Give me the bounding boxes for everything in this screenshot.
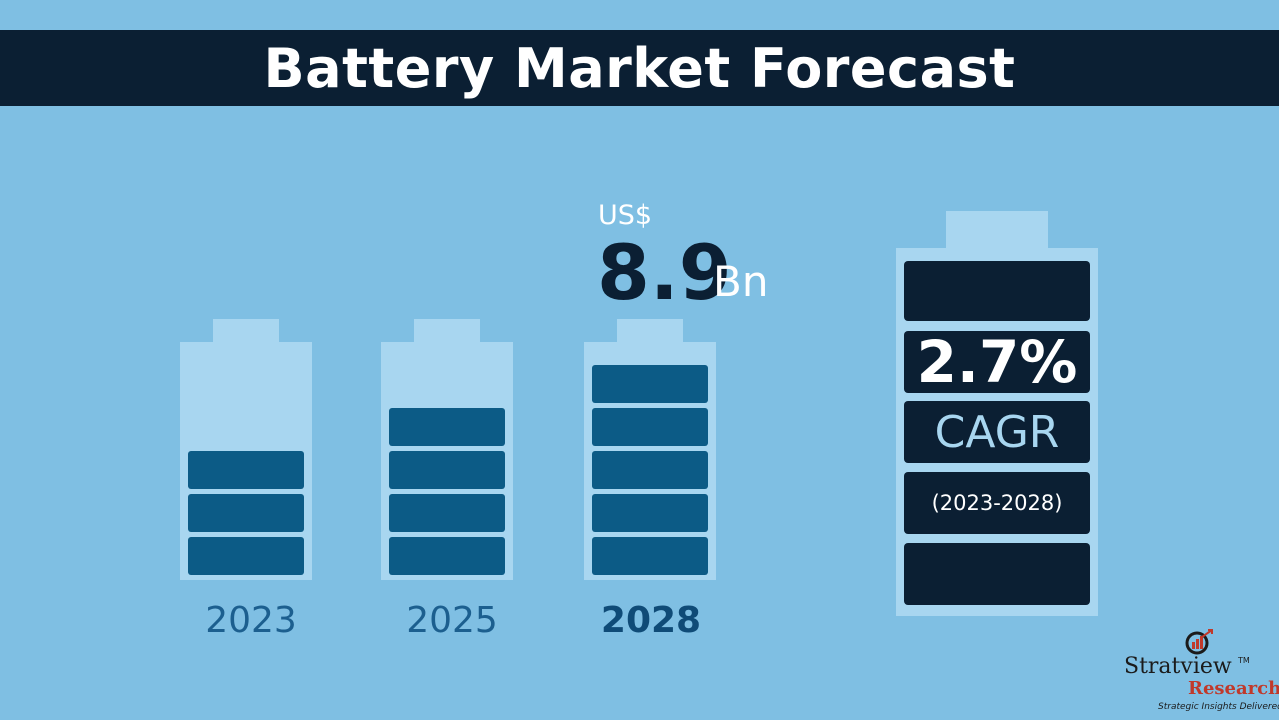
year-label-2025: 2025 <box>406 600 498 641</box>
page-title: Battery Market Forecast <box>0 30 1279 106</box>
cagr-value: 2.7% <box>916 328 1078 396</box>
logo-brand: Stratview <box>1124 654 1232 679</box>
cagr-period: (2023-2028) <box>931 491 1063 515</box>
battery-cap <box>414 319 480 343</box>
year-label-2023: 2023 <box>205 600 297 641</box>
battery-cell-2023-2 <box>188 494 304 532</box>
battery-cap <box>213 319 279 343</box>
cagr-label-cell: CAGR <box>904 401 1090 463</box>
stratview-logo: Stratview TM Research Strategic Insights… <box>1118 628 1279 714</box>
battery-cell-2025-3 <box>389 451 505 489</box>
battery-cell-2025-2 <box>389 494 505 532</box>
battery-cap <box>946 211 1048 249</box>
cagr-cell-top <box>904 261 1090 321</box>
value-prefix: US$ <box>598 200 653 231</box>
battery-cell-2028-2 <box>592 494 708 532</box>
battery-cell-2028-5 <box>592 365 708 403</box>
battery-cell-2028-4 <box>592 408 708 446</box>
year-label-2028: 2028 <box>600 600 702 641</box>
logo-brand-research: Research <box>1188 678 1279 699</box>
battery-cell-2028-1 <box>592 537 708 575</box>
battery-cell-2023-3 <box>188 451 304 489</box>
value-unit: Bn <box>713 257 769 306</box>
magnifier-chart-icon <box>1185 629 1213 655</box>
cagr-label: CAGR <box>934 406 1060 458</box>
value-number: 8.9 <box>597 228 732 317</box>
cagr-cell-bottom <box>904 543 1090 605</box>
battery-cell-2028-3 <box>592 451 708 489</box>
battery-cell-2025-4 <box>389 408 505 446</box>
logo-tagline: Strategic Insights Delivered <box>1158 702 1279 712</box>
logo-trademark: TM <box>1238 656 1250 665</box>
battery-cell-2025-1 <box>389 537 505 575</box>
battery-cap <box>617 319 683 343</box>
cagr-value-cell: 2.7% <box>904 328 1090 396</box>
cagr-period-cell: (2023-2028) <box>904 472 1090 534</box>
battery-cell-2023-1 <box>188 537 304 575</box>
